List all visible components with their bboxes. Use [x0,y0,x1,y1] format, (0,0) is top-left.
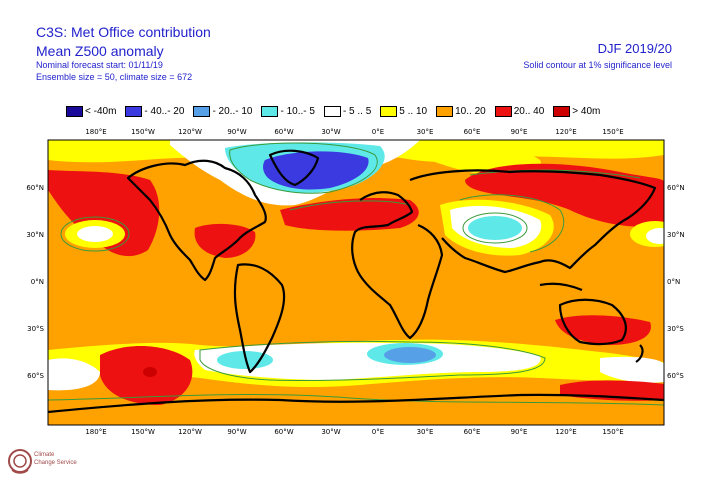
lon-tick: 180°E [85,128,106,136]
lon-ticks-bottom: 180°E 150°W 120°W 90°W 60°W 30°W 0°E 30°… [85,428,623,436]
anomaly-white-sw [48,358,100,391]
legend-label: - 40..- 20 [144,105,185,117]
legend-label: < -40m [85,105,117,117]
legend-swatch [66,105,83,117]
lat-tick: 0°N [667,278,680,286]
legend-label: - 20..- 10 [212,105,253,117]
anomaly-white-epacific [646,228,664,244]
legend-label: > 40m [572,105,601,117]
legend-swatch [380,105,398,117]
legend-item: - 40..- 20 [125,105,185,117]
lon-tick: 90°W [227,428,246,436]
lat-ticks-left: 60°N 30°N 0°N 30°S 60°S [26,184,44,380]
map-subtitle: Mean Z500 anomaly [36,43,164,59]
lon-tick: 60°E [464,428,481,436]
lat-tick: 30°N [667,231,685,239]
lon-tick: 30°E [417,428,434,436]
lon-tick: 180°E [85,428,106,436]
lon-tick: 120°W [178,428,202,436]
anomaly-cyan-asia [468,216,522,240]
significance-note: Solid contour at 1% significance level [523,60,672,70]
map-title: C3S: Met Office contribution [36,24,211,40]
legend-swatch [553,105,571,117]
legend-item: - 10..- 5 [261,105,315,117]
forecast-start: Nominal forecast start: 01/11/19 [36,60,163,70]
map-frame [47,139,665,426]
lon-ticks-top: 180°E 150°W 120°W 90°W 60°W 30°W 0°E 30°… [85,128,623,136]
lat-tick: 30°N [26,231,44,239]
ensemble-size: Ensemble size = 50, climate size = 672 [36,72,193,82]
lat-tick: 60°N [26,184,44,192]
lon-tick: 60°E [464,128,481,136]
lon-tick: 120°W [178,128,202,136]
lon-tick: 90°E [511,428,528,436]
lon-tick: 30°W [321,128,340,136]
logo-text-line1: Climate [34,452,55,458]
anomaly-lightblue-satlantic [384,347,436,363]
lat-tick: 60°N [667,184,685,192]
color-legend: < -40m - 40..- 20 - 20..- 10 - 10..- 5 -… [66,104,609,118]
legend-item: > 40m [553,105,601,117]
lat-tick: 0°N [31,278,44,286]
anomaly-red-pacific [48,170,160,257]
anomaly-red-caribbean [194,223,256,258]
lon-tick: 90°W [227,128,246,136]
legend-label: 5 .. 10 [399,105,428,117]
significance-contours [48,142,664,406]
legend-label: - 10..- 5 [280,105,315,117]
anomaly-red-atlantic [280,198,419,231]
anomaly-white-npacific [77,226,113,242]
lon-tick: 150°E [602,128,623,136]
anomaly-cyan-sindian [217,351,273,369]
lat-ticks-right: 60°N 30°N 0°N 30°S 60°S [667,184,685,380]
lat-tick: 60°S [667,372,684,380]
legend-item: - 20..- 10 [193,105,253,117]
anomaly-darkred-spacific [143,367,157,377]
legend-swatch [125,105,143,117]
lon-tick: 30°E [417,128,434,136]
anomaly-white-southern [194,342,541,380]
anomaly-red-australia [555,315,651,345]
legend-swatch [323,105,341,117]
legend-label: 20.. 40 [513,105,545,117]
lon-tick: 30°W [321,428,340,436]
coastlines [48,149,664,414]
copernicus-logo-icon [8,449,32,474]
anomaly-red-asia [465,163,664,227]
lat-tick: 30°S [667,325,684,333]
legend-item: < -40m [66,105,117,117]
legend-label: - 5 .. 5 [342,105,372,117]
lon-tick: 120°E [555,428,576,436]
map-field [48,140,664,425]
lat-tick: 60°S [27,372,44,380]
lon-tick: 150°W [131,428,155,436]
lon-tick: 0°E [372,428,384,436]
legend-item: 5 .. 10 [380,105,428,117]
lon-tick: 150°E [602,428,623,436]
lon-tick: 150°W [131,128,155,136]
anomaly-blue-atlantic [263,151,369,190]
lon-tick: 90°E [511,128,528,136]
legend-swatch [261,105,279,117]
logo-text-line2: Change Service [34,460,77,466]
legend-label: 10.. 20 [455,105,486,117]
lon-tick: 60°W [274,428,293,436]
legend-item: 10.. 20 [436,105,486,117]
lon-tick: 120°E [555,128,576,136]
lon-tick: 60°W [274,128,293,136]
legend-swatch [436,105,454,117]
lat-tick: 30°S [27,325,44,333]
legend-swatch [193,105,211,117]
legend-swatch [494,105,512,117]
anomaly-white-se [600,356,664,383]
lon-tick: 0°E [372,128,384,136]
season-label: DJF 2019/20 [597,41,672,56]
legend-item: - 5 .. 5 [323,105,372,117]
legend-item: 20.. 40 [494,105,545,117]
